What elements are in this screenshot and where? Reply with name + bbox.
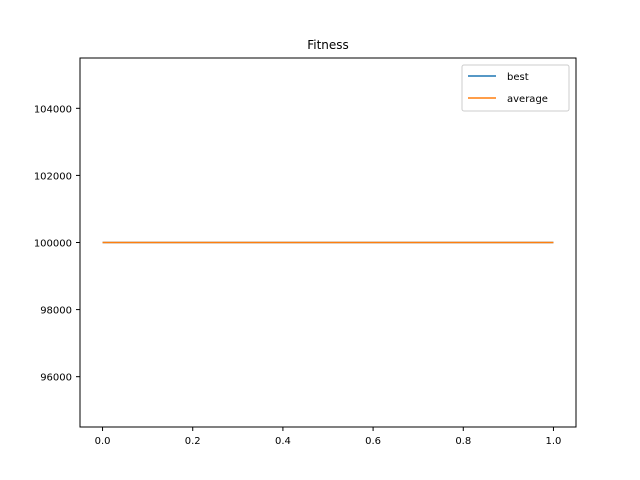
legend-label-average: average	[507, 94, 548, 105]
legend: best average	[461, 64, 570, 112]
x-tick-label: 0.4	[275, 436, 291, 447]
y-axis: 96000 98000 100000 102000 104000	[34, 104, 80, 384]
x-tick-label: 1.0	[546, 436, 562, 447]
x-tick-label: 0.0	[95, 436, 111, 447]
y-tick-label: 104000	[34, 104, 72, 115]
x-axis: 0.0 0.2 0.4 0.6 0.8 1.0	[95, 427, 562, 447]
y-tick-label: 98000	[40, 306, 72, 317]
y-tick-label: 102000	[34, 171, 72, 182]
x-tick-label: 0.8	[455, 436, 471, 447]
y-tick-label: 96000	[40, 373, 72, 384]
x-tick-label: 0.2	[185, 436, 201, 447]
x-tick-label: 0.6	[365, 436, 381, 447]
legend-label-best: best	[507, 72, 529, 83]
chart-title: Fitness	[307, 38, 349, 52]
y-tick-label: 100000	[34, 239, 72, 250]
